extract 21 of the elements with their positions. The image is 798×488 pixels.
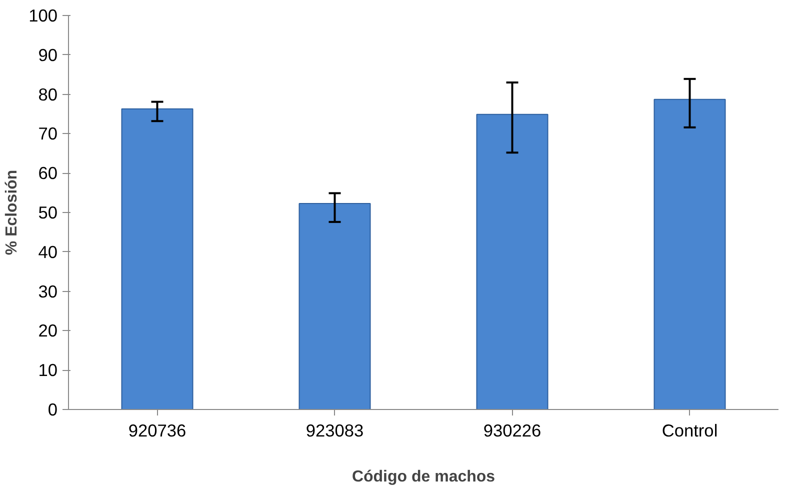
y-tick-label: 80	[38, 84, 58, 104]
y-tick-label: 10	[38, 360, 58, 380]
x-tick-label: 920736	[128, 420, 186, 440]
y-tick-label: 60	[38, 163, 58, 184]
y-tick-label: 70	[38, 124, 58, 144]
x-tick-label: 930226	[483, 420, 542, 440]
bar	[476, 114, 548, 410]
y-tick-label: 30	[38, 281, 58, 302]
y-tick-label: 50	[38, 202, 58, 222]
x-tick-label: 923083	[306, 420, 364, 440]
y-axis-title: % Eclosión	[4, 170, 21, 256]
y-tick-label: 40	[38, 242, 58, 262]
y-tick-label: 20	[38, 320, 58, 341]
x-axis-title: Código de machos	[352, 468, 496, 486]
y-tick-label: 100	[28, 6, 58, 26]
bar	[121, 108, 194, 410]
x-tick-label: Control	[662, 420, 718, 440]
bar	[654, 98, 726, 410]
y-tick-label: 0	[48, 400, 58, 420]
y-tick-label: 90	[38, 44, 58, 65]
bar	[298, 202, 371, 410]
